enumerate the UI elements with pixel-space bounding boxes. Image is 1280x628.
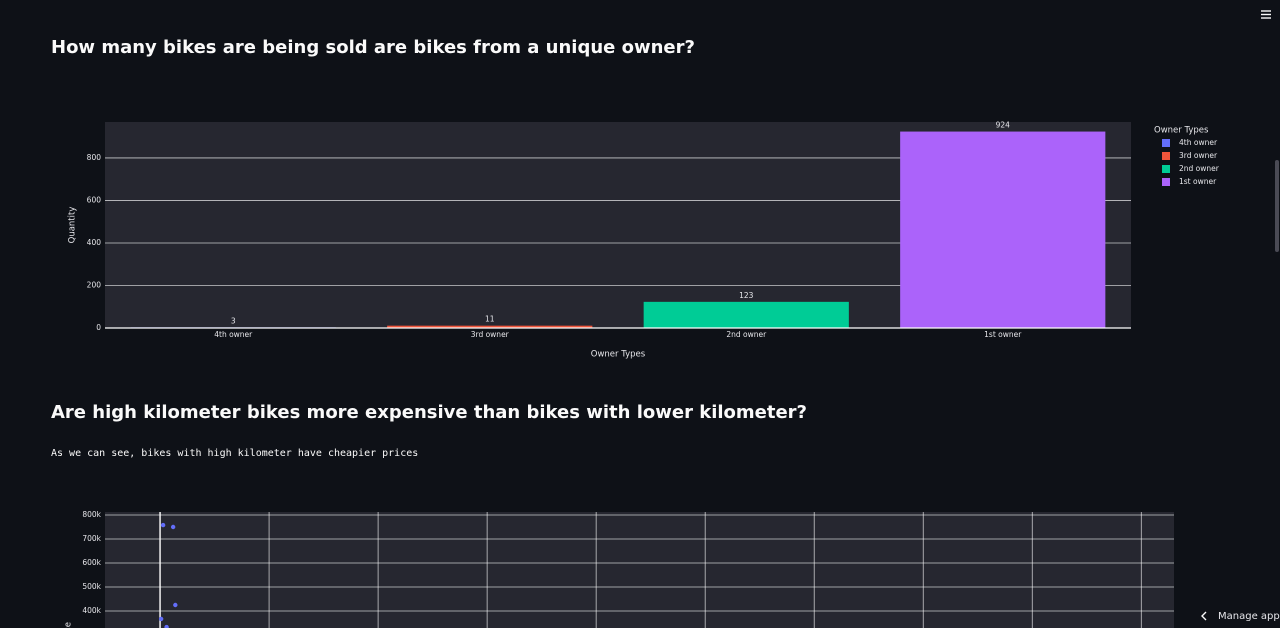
x-axis-label: Owner Types bbox=[591, 350, 646, 360]
point bbox=[158, 616, 164, 622]
manage-app-button[interactable]: Manage app bbox=[1201, 611, 1280, 622]
section-heading: How many bikes are being sold are bikes … bbox=[51, 37, 695, 58]
point bbox=[160, 522, 166, 528]
value-label: 3 bbox=[231, 316, 236, 325]
x-tick-label: 3rd owner bbox=[471, 330, 510, 339]
bar bbox=[643, 301, 849, 328]
bar bbox=[387, 325, 593, 328]
y-axis-label: Selling Price bbox=[64, 622, 74, 628]
y-tick-label: 800k bbox=[82, 510, 101, 519]
y-tick-label: 600 bbox=[87, 195, 102, 204]
point bbox=[173, 602, 178, 608]
legend-swatch bbox=[1162, 165, 1170, 173]
legend-label: 1st owner bbox=[1179, 177, 1217, 186]
point bbox=[164, 624, 169, 628]
legend-swatch bbox=[1162, 139, 1170, 147]
value-label: 123 bbox=[739, 291, 754, 300]
legend-swatch bbox=[1162, 152, 1170, 160]
plot-area bbox=[105, 512, 1174, 628]
y-tick-label: 800 bbox=[87, 153, 102, 162]
section-heading: Are high kilometer bikes more expensive … bbox=[51, 402, 807, 423]
point bbox=[170, 524, 176, 530]
section-text: As we can see, bikes with high kilometer… bbox=[51, 448, 418, 459]
y-tick-label: 0 bbox=[96, 323, 101, 332]
scrollbar[interactable] bbox=[1275, 160, 1279, 252]
legend-swatch bbox=[1162, 178, 1170, 186]
legend-title: Owner Types bbox=[1154, 126, 1209, 136]
y-tick-label: 400 bbox=[87, 238, 102, 247]
y-tick-label: 600k bbox=[82, 558, 101, 567]
y-tick-label: 400k bbox=[82, 606, 101, 615]
legend-label: 3rd owner bbox=[1179, 151, 1218, 160]
value-label: 11 bbox=[485, 315, 495, 324]
legend-label: 4th owner bbox=[1179, 138, 1218, 147]
y-tick-label: 500k bbox=[82, 582, 101, 591]
bar bbox=[900, 131, 1106, 328]
x-tick-label: 2nd owner bbox=[726, 330, 767, 339]
legend-label: 2nd owner bbox=[1179, 164, 1220, 173]
menu-icon[interactable] bbox=[1261, 10, 1271, 19]
x-tick-label: 1st owner bbox=[984, 330, 1022, 339]
y-tick-label: 700k bbox=[82, 534, 101, 543]
value-label: 924 bbox=[996, 121, 1011, 130]
x-tick-label: 4th owner bbox=[214, 330, 253, 339]
manage-app-label: Manage app bbox=[1218, 611, 1280, 622]
y-axis-label: Quantity bbox=[68, 207, 78, 244]
y-tick-label: 200 bbox=[87, 280, 102, 289]
